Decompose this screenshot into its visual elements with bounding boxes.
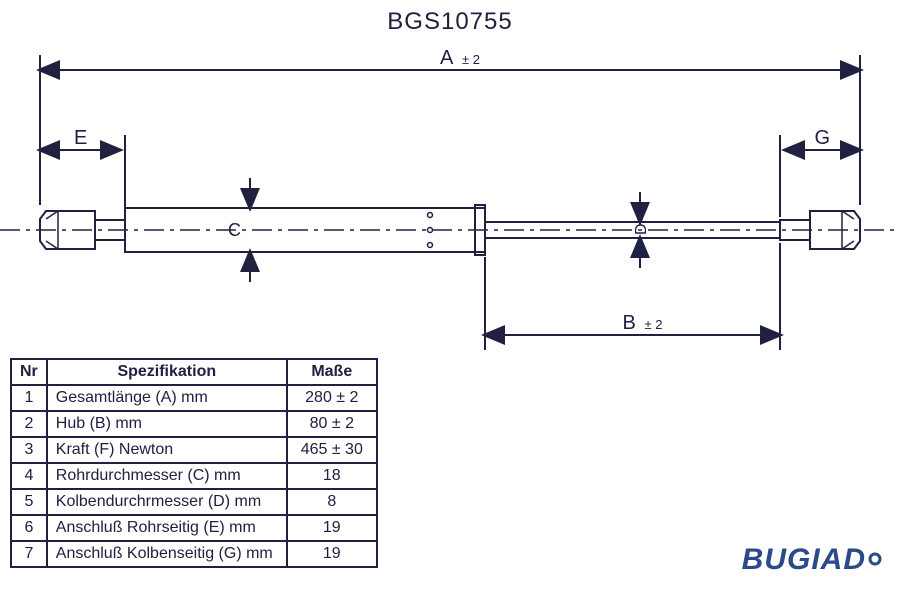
- header-mass: Maße: [287, 359, 377, 385]
- cell-mass: 18: [287, 463, 377, 489]
- svg-text:B: B: [623, 312, 636, 334]
- cell-nr: 1: [11, 385, 47, 411]
- spec-table: Nr Spezifikation Maße 1Gesamtlänge (A) m…: [10, 358, 378, 568]
- svg-text:C: C: [228, 220, 241, 240]
- table-row: 5Kolbendurchrmesser (D) mm8: [11, 489, 377, 515]
- cell-mass: 19: [287, 515, 377, 541]
- table-header-row: Nr Spezifikation Maße: [11, 359, 377, 385]
- table-row: 3Kraft (F) Newton465 ± 30: [11, 437, 377, 463]
- cell-spec: Kolbendurchrmesser (D) mm: [47, 489, 287, 515]
- cell-spec: Anschluß Kolbenseitig (G) mm: [47, 541, 287, 567]
- header-nr: Nr: [11, 359, 47, 385]
- header-spec: Spezifikation: [47, 359, 287, 385]
- svg-text:± 2: ± 2: [645, 317, 663, 332]
- part-number-title: BGS10755: [387, 8, 512, 36]
- cell-mass: 80 ± 2: [287, 411, 377, 437]
- cell-nr: 5: [11, 489, 47, 515]
- brand-logo: BUGIAD: [742, 543, 884, 578]
- cell-spec: Hub (B) mm: [47, 411, 287, 437]
- table-row: 7Anschluß Kolbenseitig (G) mm19: [11, 541, 377, 567]
- cell-spec: Gesamtlänge (A) mm: [47, 385, 287, 411]
- cell-nr: 6: [11, 515, 47, 541]
- svg-text:E: E: [74, 127, 87, 149]
- svg-text:G: G: [815, 127, 831, 149]
- cell-nr: 4: [11, 463, 47, 489]
- svg-text:D: D: [633, 223, 650, 235]
- table-row: 4Rohrdurchmesser (C) mm18: [11, 463, 377, 489]
- cell-mass: 465 ± 30: [287, 437, 377, 463]
- cell-spec: Anschluß Rohrseitig (E) mm: [47, 515, 287, 541]
- svg-text:± 2: ± 2: [462, 52, 480, 67]
- technical-drawing: A ± 2 E G B ± 2 C D: [0, 40, 900, 360]
- cell-mass: 280 ± 2: [287, 385, 377, 411]
- cell-spec: Rohrdurchmesser (C) mm: [47, 463, 287, 489]
- cell-mass: 19: [287, 541, 377, 567]
- cell-spec: Kraft (F) Newton: [47, 437, 287, 463]
- cell-nr: 7: [11, 541, 47, 567]
- table-row: 1Gesamtlänge (A) mm280 ± 2: [11, 385, 377, 411]
- cell-nr: 2: [11, 411, 47, 437]
- cell-mass: 8: [287, 489, 377, 515]
- svg-text:A: A: [440, 47, 454, 69]
- table-row: 6Anschluß Rohrseitig (E) mm19: [11, 515, 377, 541]
- cell-nr: 3: [11, 437, 47, 463]
- table-row: 2Hub (B) mm80 ± 2: [11, 411, 377, 437]
